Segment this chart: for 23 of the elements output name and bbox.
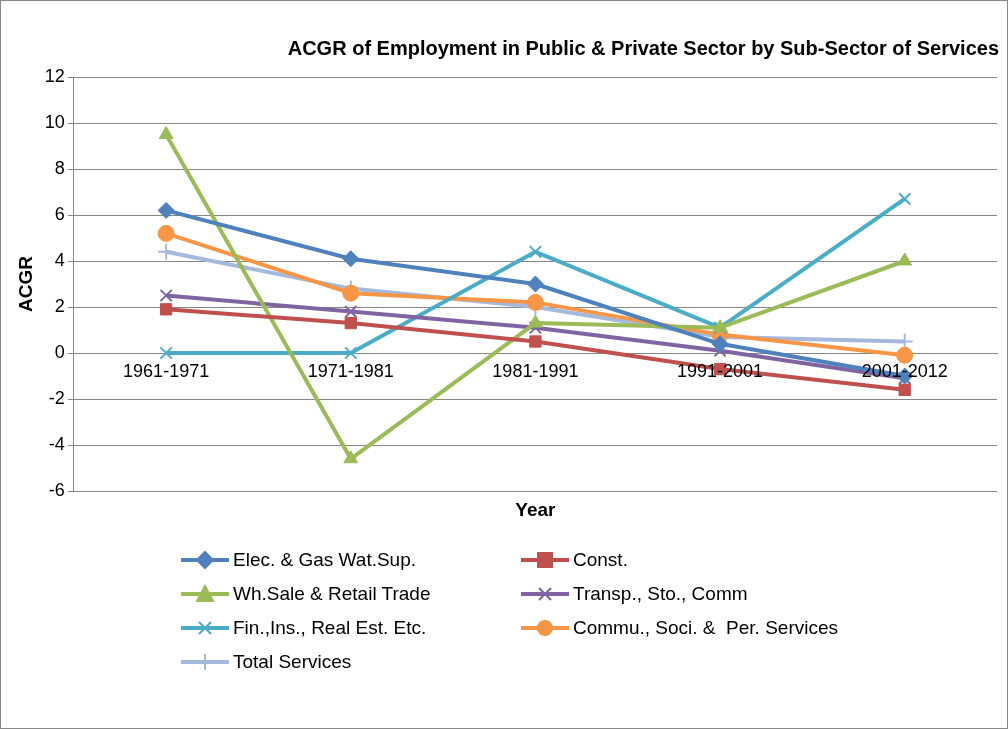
y-tick-label: 0	[54, 341, 65, 362]
y-axis-title: ACGR	[14, 255, 36, 312]
y-tick-label: 4	[54, 249, 65, 270]
legend-label: Const.	[573, 549, 628, 571]
x-tick-label: 1961-1971	[123, 360, 210, 381]
y-tick-label: 12	[44, 65, 65, 86]
legend-label: Elec. & Gas Wat.Sup.	[233, 549, 417, 571]
x-tick-label: 1981-1991	[492, 360, 579, 381]
y-tick-label: 2	[54, 295, 65, 316]
chart-title: ACGR of Employment in Public & Private Sector by Sub-Sector of Services	[287, 36, 999, 59]
legend-label: Total Services	[233, 651, 352, 673]
x-tick-label: 1971-1981	[307, 360, 394, 381]
y-tick-label: -4	[48, 433, 65, 454]
legend-label: Fin.,Ins., Real Est. Etc.	[233, 617, 427, 639]
legend-label: Transp., Sto., Comm	[573, 583, 748, 605]
x-axis-title: Year	[515, 498, 557, 520]
y-tick-label: 6	[54, 203, 65, 224]
y-tick-label: 10	[44, 111, 65, 132]
legend-label: Wh.Sale & Retail Trade	[233, 583, 431, 605]
y-tick-label: -6	[48, 479, 65, 500]
y-tick-label: 8	[54, 157, 65, 178]
legend-label: Commu., Soci. & Per. Services	[573, 617, 839, 639]
y-tick-label: -2	[48, 387, 65, 408]
